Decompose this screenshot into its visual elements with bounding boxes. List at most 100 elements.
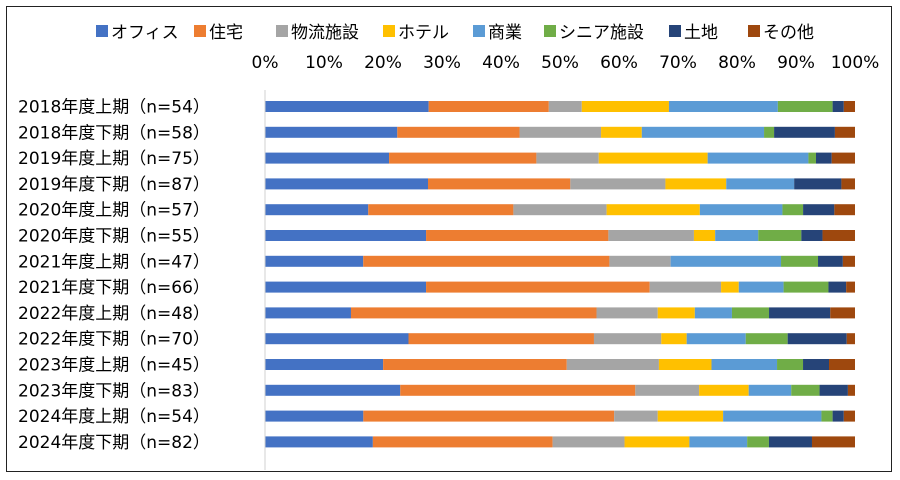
category-label: 2020年度下期（n=55） bbox=[18, 227, 210, 247]
x-tick-label: 40% bbox=[482, 53, 520, 73]
bar-segment bbox=[794, 178, 842, 190]
bar-segment bbox=[768, 436, 812, 448]
bar-segment bbox=[670, 255, 782, 267]
legend-label: オフィス bbox=[111, 23, 179, 43]
bar-segment bbox=[782, 204, 804, 216]
bar-segment bbox=[665, 178, 727, 190]
bar-segment bbox=[606, 204, 700, 216]
legend-swatch bbox=[748, 25, 760, 37]
x-tick-label: 90% bbox=[777, 53, 815, 73]
bar-segment bbox=[829, 359, 855, 370]
bar-segment bbox=[689, 436, 748, 448]
legend-swatch bbox=[473, 25, 485, 37]
bar-segment bbox=[801, 230, 823, 241]
bar-segment bbox=[536, 152, 599, 164]
bar-segment bbox=[731, 307, 770, 319]
legend-label: ホテル bbox=[398, 23, 449, 43]
bar-segment bbox=[769, 307, 831, 319]
legend-label: 住宅 bbox=[209, 23, 243, 43]
bar-segment bbox=[598, 152, 708, 164]
bar-segment bbox=[693, 230, 716, 241]
legend-label: その他 bbox=[763, 23, 814, 43]
category-label: 2024年度下期（n=82） bbox=[18, 433, 210, 453]
bar-segment bbox=[428, 101, 549, 112]
x-tick-label: 50% bbox=[541, 53, 579, 73]
bar-segment bbox=[787, 333, 847, 345]
bar-segment bbox=[513, 204, 607, 216]
bar-segment bbox=[828, 281, 847, 293]
bar-segment bbox=[265, 255, 364, 267]
bar-segment bbox=[265, 410, 364, 422]
bar-segment bbox=[426, 281, 650, 293]
x-tick-label: 80% bbox=[718, 53, 756, 73]
bar-segment bbox=[783, 281, 829, 293]
category-label: 2018年度下期（n=58） bbox=[18, 123, 210, 143]
bar-segment bbox=[265, 359, 384, 370]
bar-segment bbox=[265, 384, 401, 396]
bar-segment bbox=[777, 359, 804, 370]
bar-segment bbox=[383, 359, 567, 370]
category-label: 2021年度下期（n=66） bbox=[18, 278, 210, 298]
bar-segment bbox=[363, 410, 615, 422]
category-label: 2021年度上期（n=47） bbox=[18, 252, 210, 272]
y-axis-categories: 2018年度上期（n=54） 2018年度下期（n=58） 2019年度上期（n=7… bbox=[18, 98, 210, 453]
bar-segment bbox=[657, 307, 695, 319]
legend-swatch bbox=[194, 25, 206, 37]
legend: オフィス 住宅 物流施設 ホテル 商業 シニア施設 土地 その他 bbox=[96, 23, 814, 43]
bar-segment bbox=[570, 178, 666, 190]
bar-segment bbox=[658, 359, 712, 370]
bar-segment bbox=[428, 178, 571, 190]
bar-segment bbox=[711, 359, 778, 370]
legend-swatch bbox=[276, 25, 288, 37]
bar-segment bbox=[408, 333, 594, 345]
bar-segment bbox=[764, 126, 775, 138]
bar-segment bbox=[596, 307, 658, 319]
bar-segment bbox=[831, 152, 855, 164]
bar-segment bbox=[694, 307, 732, 319]
legend-swatch bbox=[383, 25, 395, 37]
x-tick-label: 10% bbox=[305, 53, 343, 73]
legend-label: シニア施設 bbox=[559, 23, 644, 43]
bar-segment bbox=[811, 436, 855, 448]
bar-segment bbox=[830, 307, 855, 319]
bar-segment bbox=[699, 204, 783, 216]
category-label: 2024年度上期（n=54） bbox=[18, 407, 210, 427]
bar-segment bbox=[748, 384, 792, 396]
bar-segment bbox=[614, 410, 658, 422]
bar-segment bbox=[777, 101, 833, 112]
bar-segment bbox=[397, 126, 520, 138]
bar-segment bbox=[657, 410, 724, 422]
category-label: 2022年度下期（n=70） bbox=[18, 330, 210, 350]
bar-segment bbox=[818, 255, 843, 267]
bar-segment bbox=[842, 255, 855, 267]
bar-segment bbox=[400, 384, 636, 396]
bar-segment bbox=[265, 307, 351, 319]
bar-segment bbox=[815, 152, 832, 164]
bar-segment bbox=[715, 230, 759, 241]
bar-segment bbox=[548, 101, 582, 112]
category-label: 2023年度下期（n=83） bbox=[18, 381, 210, 401]
x-tick-label: 60% bbox=[600, 53, 638, 73]
category-label: 2019年度上期（n=75） bbox=[18, 149, 210, 169]
bar-segment bbox=[265, 230, 427, 241]
bar-segment bbox=[846, 333, 855, 345]
bar-segment bbox=[661, 333, 687, 345]
bar-segment bbox=[832, 410, 844, 422]
bar-segment bbox=[846, 281, 855, 293]
bar-segment bbox=[834, 126, 855, 138]
bar-segment bbox=[819, 384, 848, 396]
bar-segment bbox=[668, 101, 778, 112]
bar-segment bbox=[758, 230, 802, 241]
bar-segment bbox=[832, 101, 844, 112]
bars bbox=[265, 101, 855, 448]
x-tick-label: 70% bbox=[659, 53, 697, 73]
bar-segment bbox=[363, 255, 610, 267]
bar-segment bbox=[265, 101, 429, 112]
bar-segment bbox=[791, 384, 820, 396]
bar-segment bbox=[738, 281, 784, 293]
bar-segment bbox=[686, 333, 746, 345]
legend-label: 土地 bbox=[684, 23, 718, 43]
bar-segment bbox=[723, 410, 822, 422]
bar-segment bbox=[747, 436, 769, 448]
